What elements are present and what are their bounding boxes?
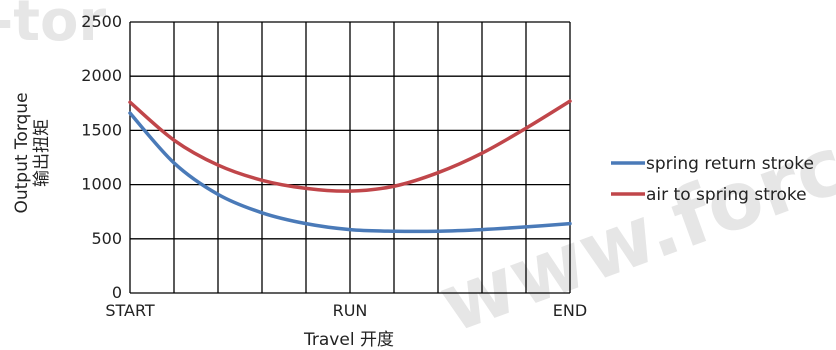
y-tick-label: 1500 xyxy=(81,120,122,139)
y-axis-label: Output Torque 输出扭矩 xyxy=(12,92,52,213)
series-line-spring-return-stroke xyxy=(128,111,572,234)
y-tick-labels: 0 500 1000 1500 2000 2500 xyxy=(81,12,122,302)
y-tick-label: 2500 xyxy=(81,12,122,31)
grid xyxy=(129,21,571,294)
x-tick-label: END xyxy=(553,301,587,320)
series-lines xyxy=(128,99,572,234)
y-axis-label-line1: Output Torque xyxy=(12,92,32,213)
watermark-left: -tor xyxy=(0,0,106,54)
y-tick-label: 500 xyxy=(91,229,122,248)
x-tick-label: RUN xyxy=(333,301,368,320)
legend: spring return stroke air to spring stroke xyxy=(611,154,814,205)
series-line-air-to-spring-stroke xyxy=(128,99,572,193)
x-axis-label: Travel 开度 xyxy=(303,330,394,350)
x-tick-label: START xyxy=(105,301,155,320)
y-tick-label: 1000 xyxy=(81,175,122,194)
y-tick-label: 2000 xyxy=(81,66,122,85)
y-tick-label: 0 xyxy=(112,283,122,302)
legend-label: spring return stroke xyxy=(646,154,814,174)
legend-label: air to spring stroke xyxy=(646,185,807,205)
x-tick-labels: START RUN END xyxy=(105,301,587,320)
y-axis-label-line2: 输出扭矩 xyxy=(32,119,52,187)
